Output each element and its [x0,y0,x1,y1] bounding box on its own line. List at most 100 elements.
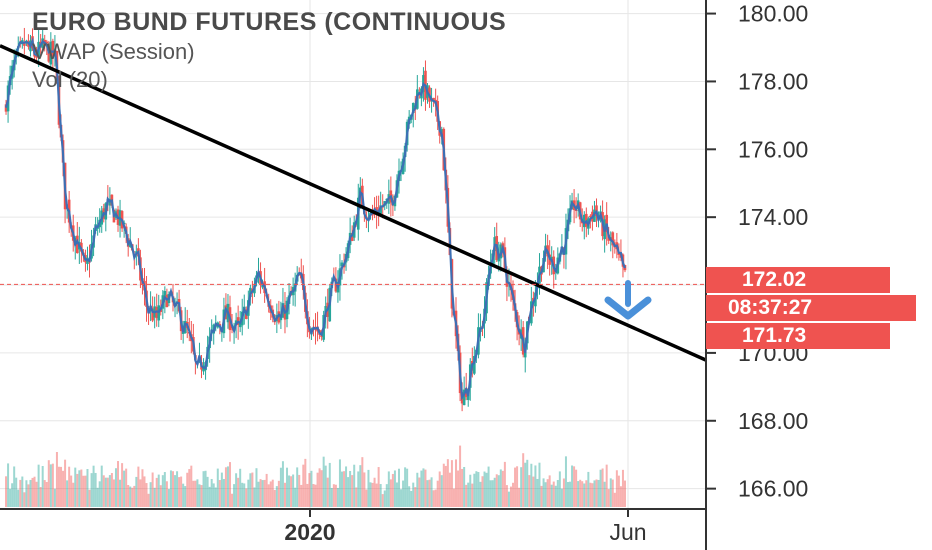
volume-bar [17,489,20,507]
volume-bar [249,473,252,507]
volume-bar [53,488,56,507]
volume-bar [507,491,510,507]
prev-price-tag: 171.73 [706,323,890,349]
volume-bar [624,480,626,507]
volume-bar [548,475,551,507]
vwap-line [4,36,627,401]
y-tick-label: 168.00 [738,408,808,434]
volume-bar [157,474,160,507]
volume-bar [194,480,197,507]
volume-bar [21,476,24,507]
volume-bar [357,471,360,507]
candle-body [75,235,79,254]
volume-bar [51,463,54,507]
volume-bar [597,479,600,507]
volume-bar [123,470,126,507]
volume-bar [74,467,77,507]
volume-bar [206,476,209,507]
volume-bar [609,478,612,507]
volume-bar [72,482,75,507]
volume-bar [202,471,205,507]
volume-bar [253,487,256,507]
volume-bar [196,479,199,507]
volume-bar [226,466,229,507]
volume-bar [302,464,305,507]
volume-bar [465,484,468,507]
candle-body [611,232,615,246]
volume-bar [495,474,498,507]
volume-bar [487,466,490,507]
volume-bar [7,463,10,507]
volume-bar [426,480,429,507]
volume-bar [94,472,97,507]
time-axis-ticks: 2020 Jun [284,509,647,545]
volume-bar [402,480,405,507]
volume-bar [479,481,482,507]
candle-body [411,102,415,114]
last-price-tag: 172.02 [706,267,890,293]
volume-bar [428,479,431,507]
trendline[interactable] [0,44,707,362]
volume-bar [575,469,578,507]
volume-bar [78,470,81,507]
volume-bar [161,475,164,507]
volume-bar [540,485,543,507]
volume-bar [62,470,65,507]
volume-bar [125,468,128,507]
candle-body [473,356,476,374]
volume-bar [442,463,445,507]
volume-bar [151,472,154,507]
volume-bar [400,489,403,507]
volume-bar [255,468,258,507]
volume-bar [112,479,115,507]
volume-bar [518,487,521,507]
candle-body [45,41,49,44]
volume-bar [581,481,584,507]
volume-bar [237,477,240,507]
volume-bar [82,475,85,507]
volume-bar [292,474,295,507]
y-tick-label: 176.00 [738,136,808,162]
volume-bar [310,470,313,507]
volume-bar [37,464,40,507]
volume-bar [267,484,270,507]
volume-bar [509,486,512,507]
volume-bar [475,471,478,507]
volume-bar [88,489,91,507]
volume-bar [410,490,413,507]
volume-bar [143,476,146,507]
volume-bar [312,484,315,507]
volume-bar [229,462,232,507]
volume-bar [566,482,569,507]
volume-bar [347,477,350,507]
volume-bar [70,475,73,507]
volume-bar [522,453,525,507]
last-price-value: 172.02 [742,268,807,291]
volume-bar [336,487,339,507]
volume-bar [131,487,134,507]
volume-bar [528,475,531,507]
volume-bar [477,472,480,507]
volume-bar [379,484,382,507]
volume-bar [33,476,36,507]
volume-bar [471,483,474,507]
volume-bar [585,480,588,507]
volume-bar [611,479,614,507]
volume-bar [257,481,260,507]
volume-bar [159,485,162,507]
volume-bar [39,487,42,507]
volume-bar [338,459,341,507]
volume-bar [579,479,582,507]
volume-bar [438,471,441,507]
volume-bar [169,470,172,507]
candle-body [340,262,344,267]
volume-bar [587,471,590,507]
volume-bar [135,476,138,507]
price-candles [4,27,627,412]
volume-bar [593,480,596,507]
volume-bar [514,467,517,507]
volume-bar [117,461,120,507]
volume-bar [418,477,421,507]
volume-bar [316,472,319,507]
volume-bar [294,487,297,507]
